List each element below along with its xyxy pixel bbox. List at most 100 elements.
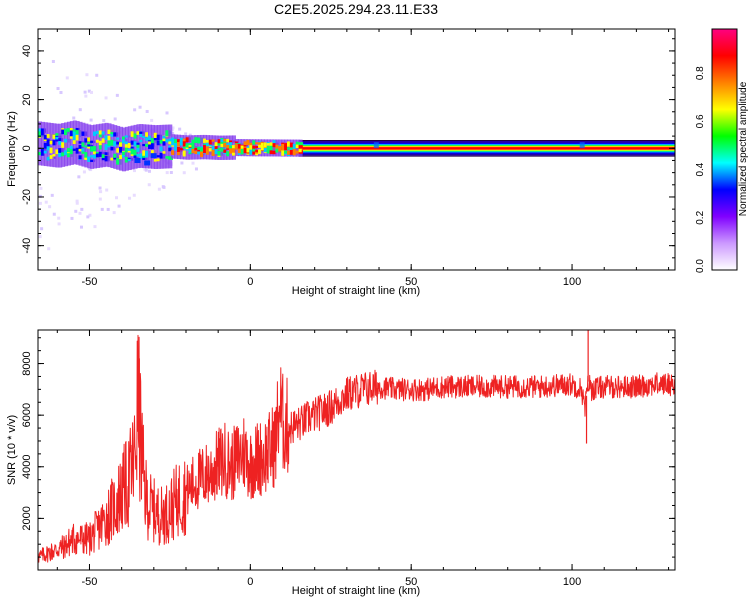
spectral-cell (258, 142, 264, 145)
spectral-cell (104, 144, 110, 151)
spectral-cell (46, 134, 52, 138)
spectral-cell (116, 141, 121, 145)
spectral-cell (226, 144, 230, 149)
spectral-cell (107, 135, 111, 141)
spectral-cell (298, 142, 304, 146)
spectral-cell (58, 141, 63, 145)
spectral-cell (52, 154, 58, 157)
spectral-cell (144, 160, 151, 166)
noise-cell (88, 167, 92, 171)
noise-cell (114, 196, 118, 200)
noise-cell (115, 93, 119, 97)
snr-panel: -50 0 50 100 2000 4000 6000 8000 Height of stra… (6, 329, 676, 597)
spectral-cell (298, 145, 303, 149)
spectral-cell (272, 139, 277, 157)
spectral-cell (266, 146, 271, 150)
spectral-cell (69, 145, 75, 150)
spectral-cell (246, 146, 253, 149)
spectral-cell (203, 138, 207, 143)
noise-cell (38, 235, 42, 239)
spectral-cell (93, 146, 98, 152)
noise-cell (93, 225, 97, 229)
snr-series-line (38, 334, 675, 563)
noise-cell (184, 132, 188, 136)
spectral-cell (579, 142, 585, 149)
noise-cell (52, 212, 56, 216)
noise-cell (59, 91, 63, 95)
spectral-cell (46, 156, 51, 161)
spectral-cell (263, 148, 268, 153)
spectral-cell (214, 145, 219, 152)
spectral-cell (223, 135, 228, 160)
spectral-cell (231, 153, 237, 156)
spectral-cell (49, 155, 54, 159)
spectral-cell (95, 124, 100, 169)
spectral-cell (110, 124, 115, 169)
colorbar-tick-label: 0.2 (695, 210, 706, 224)
spectral-cell (142, 156, 148, 160)
spectral-cell (217, 142, 221, 146)
spectral-cell (90, 140, 96, 143)
spectral-cell (75, 130, 82, 135)
heatmap-marks (38, 59, 675, 251)
spectral-cell (176, 150, 182, 156)
spectral-cell (272, 150, 277, 155)
spectral-cell (142, 136, 147, 139)
spectral-cell (127, 158, 132, 162)
spectral-cell (84, 145, 90, 148)
spectral-cell (182, 150, 187, 157)
spectral-cell (176, 142, 182, 147)
spectral-cell (61, 142, 67, 148)
noise-cell (165, 171, 169, 175)
spectral-cell (81, 142, 86, 145)
spectral-cell (38, 121, 42, 166)
spectral-cell (78, 145, 84, 149)
spectral-cell (159, 146, 164, 149)
spectral-cell (203, 148, 207, 154)
spectral-cell (78, 155, 83, 160)
spectral-cell (104, 155, 110, 162)
spectral-cell (72, 135, 78, 141)
spectral-cell (229, 146, 233, 149)
x-tick-label: 50 (405, 576, 417, 588)
y-tick-label: 20 (21, 93, 33, 105)
spectral-cell (119, 142, 124, 147)
spectral-cell (93, 154, 97, 159)
noise-cell (75, 201, 79, 205)
spectrogram-ticks: -50 0 50 100 -40 -20 0 20 40 (21, 29, 675, 288)
spectral-cell (176, 139, 183, 145)
spectral-cell (295, 139, 300, 157)
spectral-cell (249, 149, 254, 155)
spectral-cell (231, 148, 237, 154)
spectral-cell (110, 146, 116, 151)
spectral-cell (255, 142, 259, 145)
spectral-cell (119, 146, 124, 153)
spectral-cell (182, 146, 187, 149)
spectral-cell (87, 144, 91, 147)
spectral-cell (240, 145, 245, 149)
spectral-cell (156, 125, 161, 169)
spectral-cell (185, 143, 191, 148)
spectral-cell (139, 153, 144, 159)
noise-cell (171, 126, 175, 130)
spectral-cell (269, 150, 276, 155)
noise-cell (132, 193, 136, 197)
noise-cell (89, 118, 93, 122)
spectral-cell (168, 141, 172, 145)
noise-cell (128, 196, 132, 200)
spectral-cell (191, 143, 196, 147)
spectral-cell (75, 147, 81, 154)
spectral-cell (127, 143, 132, 148)
spectral-cell (84, 138, 90, 143)
spectral-cell (162, 124, 167, 169)
spectral-cell (49, 140, 56, 145)
colorbar-scale (711, 28, 738, 271)
y-tick-label: 4000 (21, 455, 33, 479)
spectral-cell (197, 137, 203, 144)
spectral-cell (66, 128, 72, 132)
noise-cell (99, 190, 103, 194)
spectral-cell (255, 145, 261, 149)
snr-plot-area (38, 330, 675, 570)
spectral-cell (66, 153, 72, 158)
spectral-cell (281, 143, 287, 148)
